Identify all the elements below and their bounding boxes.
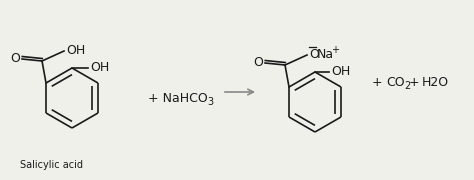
Text: +: +: [331, 45, 339, 55]
Text: OH: OH: [331, 64, 350, 78]
Text: OH: OH: [66, 44, 85, 57]
Text: Na: Na: [317, 48, 334, 60]
Text: + NaHCO: + NaHCO: [148, 91, 208, 105]
Text: O: O: [253, 55, 263, 69]
Text: CO: CO: [386, 75, 405, 89]
Text: O: O: [10, 51, 20, 64]
Text: OH: OH: [90, 60, 109, 73]
Text: H2O: H2O: [422, 75, 449, 89]
Text: +: +: [409, 75, 419, 89]
Text: +: +: [372, 75, 383, 89]
Text: O: O: [309, 48, 319, 60]
Text: 2: 2: [404, 81, 410, 91]
Text: 3: 3: [207, 97, 213, 107]
Text: Salicylic acid: Salicylic acid: [20, 160, 83, 170]
